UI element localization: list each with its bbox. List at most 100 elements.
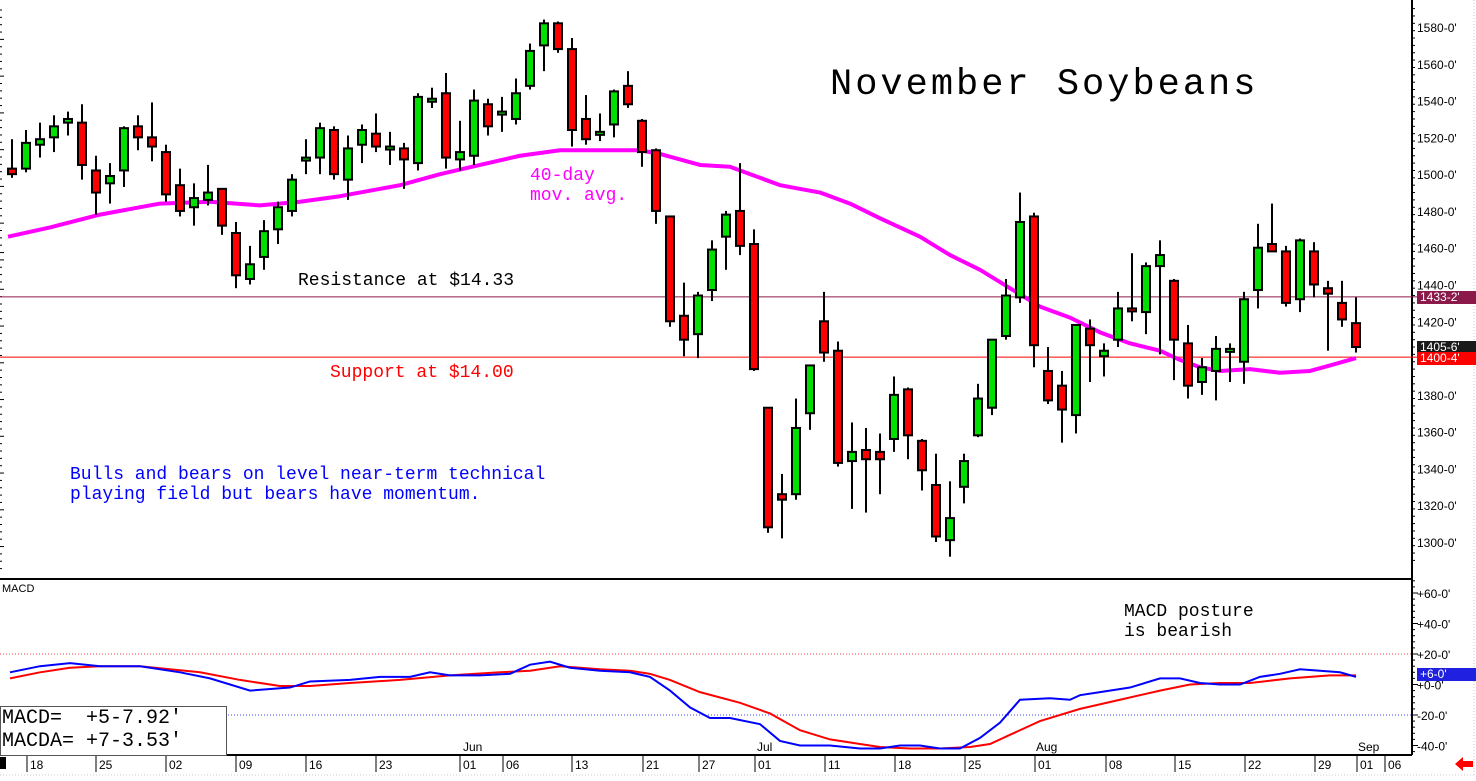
- candle-body: [959, 460, 969, 488]
- macd-readout: MACD= +5-7.92': [2, 707, 183, 730]
- candle-body: [525, 49, 535, 87]
- x-tick-label: 01: [758, 758, 772, 772]
- commentary-text: Bulls and bears on level near-term techn…: [70, 465, 546, 505]
- candle-body: [217, 187, 227, 227]
- candle-body: [819, 320, 829, 354]
- chart-title: November Soybeans: [830, 64, 1259, 106]
- candle-body: [273, 206, 283, 231]
- x-tick-label: 16: [309, 758, 323, 772]
- candle-body: [903, 388, 913, 437]
- candle-body: [147, 136, 157, 148]
- candle-body: [917, 439, 927, 472]
- candle-body: [161, 151, 171, 196]
- candle-body: [455, 151, 465, 161]
- support-price-badge: 1400-4': [1417, 352, 1476, 365]
- candle-body: [301, 156, 311, 162]
- candle-body: [1155, 254, 1165, 268]
- macd-commentary: MACD posture is bearish: [1124, 602, 1254, 642]
- x-tick-label: 27: [702, 758, 716, 772]
- candle-body: [875, 450, 885, 461]
- candle-body: [399, 147, 409, 161]
- candle-body: [1225, 347, 1235, 353]
- macd-y-tick-label: -40-0': [1417, 740, 1447, 754]
- y-tick-label: 1560-0': [1417, 58, 1457, 72]
- x-tick-label: 01: [463, 758, 477, 772]
- candle-body: [427, 97, 437, 103]
- candle-body: [637, 119, 647, 154]
- candle-body: [413, 95, 423, 165]
- candle-body: [287, 178, 297, 212]
- candle-body: [203, 191, 213, 201]
- candle-body: [1085, 327, 1095, 347]
- y-tick-label: 1380-0': [1417, 389, 1457, 403]
- candle-body: [553, 22, 563, 51]
- candle-body: [1253, 246, 1263, 292]
- candle-body: [21, 141, 31, 170]
- x-tick-label: 13: [575, 758, 589, 772]
- candle-body: [343, 147, 353, 181]
- x-tick-label: 09: [239, 758, 253, 772]
- y-tick-label: 1360-0': [1417, 426, 1457, 440]
- x-tick-label: 06: [1388, 758, 1402, 772]
- candle-body: [567, 48, 577, 132]
- candle-body: [259, 230, 269, 258]
- candle-body: [595, 130, 605, 136]
- candle-body: [133, 125, 143, 139]
- candle-body: [1001, 294, 1011, 338]
- scroll-left-arrow-icon[interactable]: [1455, 757, 1473, 771]
- macd-panel-title: MACD: [2, 583, 35, 595]
- y-tick-label: 1520-0': [1417, 131, 1457, 145]
- candle-body: [1351, 322, 1361, 349]
- candle-body: [77, 121, 87, 166]
- x-tick-label: 23: [379, 758, 393, 772]
- candle-body: [973, 397, 983, 437]
- candle-body: [679, 314, 689, 341]
- candle-body: [497, 110, 507, 116]
- candle-body: [1029, 215, 1039, 347]
- month-label: Aug: [1036, 740, 1057, 754]
- candle-body: [1323, 287, 1333, 295]
- candle-body: [791, 426, 801, 496]
- candle-body: [945, 517, 955, 542]
- candle-body: [1337, 301, 1347, 321]
- x-tick-label: 01: [1360, 758, 1374, 772]
- macd-y-tick-label: +40-0': [1417, 618, 1450, 632]
- x-tick-label: 11: [828, 758, 841, 772]
- candle-body: [1295, 239, 1305, 301]
- candle-body: [833, 349, 843, 464]
- x-tick-label: 01: [1038, 758, 1052, 772]
- candle-body: [441, 92, 451, 159]
- candle-body: [511, 92, 521, 120]
- moving-average-label: 40-day mov. avg.: [530, 166, 628, 206]
- candle-body: [63, 117, 73, 124]
- candle-body: [1113, 307, 1123, 341]
- candle-body: [315, 127, 325, 159]
- month-label: Jul: [757, 740, 772, 754]
- candle-body: [987, 338, 997, 409]
- macd-readout-box: MACD= +5-7.92' MACDA= +7-3.53': [0, 706, 227, 756]
- y-tick-label: 1300-0': [1417, 536, 1457, 550]
- candle-body: [105, 174, 115, 185]
- x-tick-label: 29: [1318, 758, 1332, 772]
- macd-line: [9, 660, 1357, 750]
- candle-body: [385, 145, 395, 151]
- candle-body: [1169, 279, 1179, 341]
- y-tick-label: 1500-0': [1417, 168, 1457, 182]
- candle-body: [1281, 250, 1291, 304]
- x-tick-label: 25: [99, 758, 113, 772]
- candle-body: [889, 393, 899, 441]
- month-label: Jun: [463, 740, 482, 754]
- resistance-label: Resistance at $14.33: [298, 271, 515, 291]
- candle-body: [231, 232, 241, 277]
- candle-body: [1015, 220, 1025, 299]
- candle-body: [245, 263, 255, 280]
- macd-value-badge: +6-0': [1417, 668, 1476, 681]
- candle-body: [49, 125, 59, 139]
- x-tick-label: 18: [30, 758, 44, 772]
- candle-body: [1127, 307, 1137, 313]
- candle-body: [847, 450, 857, 463]
- y-tick-label: 1420-0': [1417, 315, 1457, 329]
- candle-body: [1057, 384, 1067, 411]
- last-price-badge: 1405-6': [1417, 341, 1476, 354]
